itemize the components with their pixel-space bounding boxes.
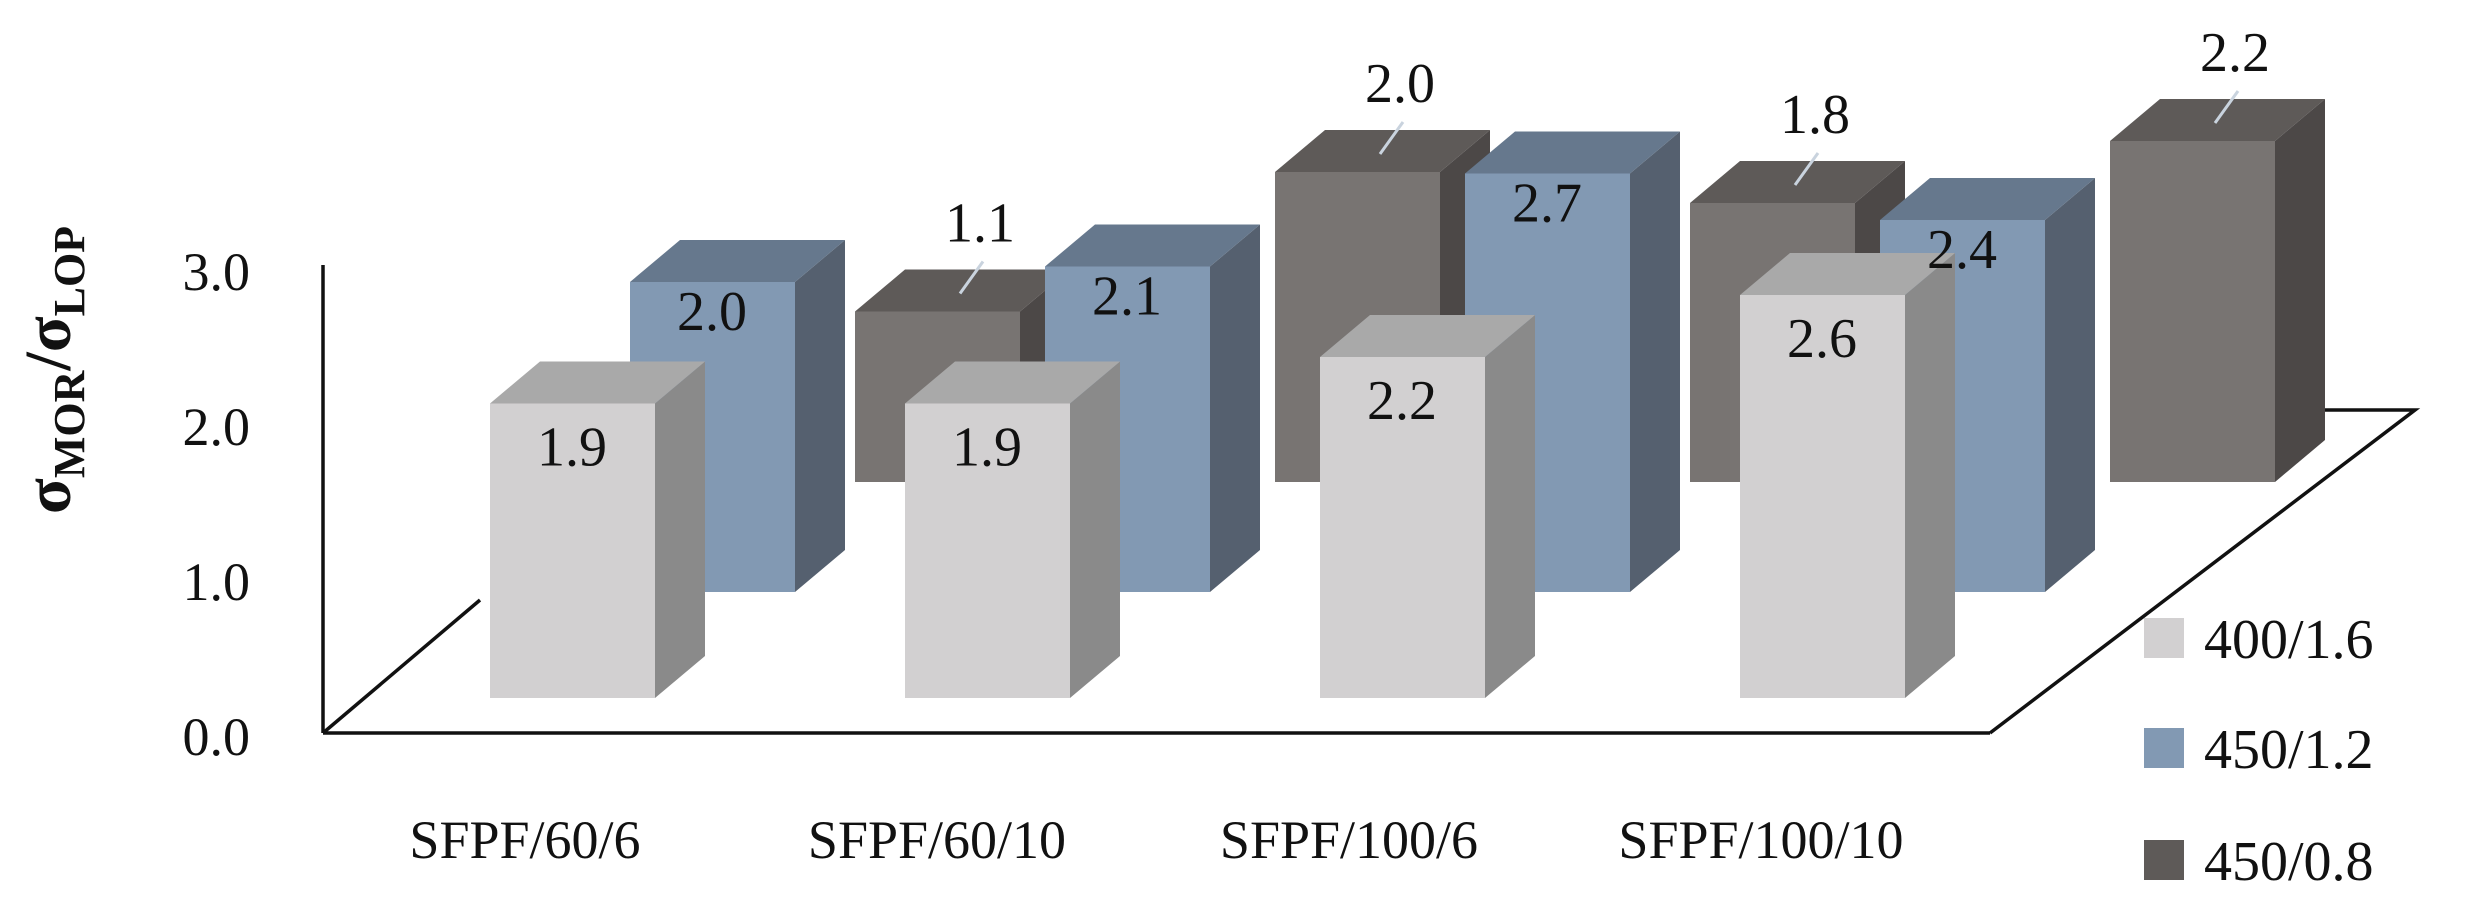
bar bbox=[1740, 253, 1955, 698]
data-label: 1.9 bbox=[952, 417, 1022, 479]
bar-front bbox=[1740, 295, 1905, 698]
bar-side bbox=[795, 240, 845, 592]
data-label: 2.7 bbox=[1512, 173, 1582, 235]
bar-side bbox=[2275, 99, 2325, 482]
bar-top bbox=[1465, 131, 1680, 174]
y-axis-label-base-2: σ bbox=[12, 316, 85, 352]
bars-layer bbox=[490, 99, 2325, 698]
x-category-label: SFPF/100/10 bbox=[1618, 810, 1903, 870]
bar-side bbox=[1630, 131, 1680, 592]
bar-side bbox=[1210, 224, 1260, 592]
y-tick-label: 3.0 bbox=[183, 242, 251, 302]
data-label: 2.6 bbox=[1787, 308, 1857, 370]
bar-top bbox=[905, 361, 1120, 404]
bar-front bbox=[905, 403, 1070, 698]
y-axis-label: σMOR/σLOP bbox=[12, 226, 94, 514]
bar bbox=[1320, 315, 1535, 698]
data-label: 2.2 bbox=[2200, 22, 2270, 84]
data-label: 2.1 bbox=[1092, 266, 1162, 328]
bar bbox=[905, 361, 1120, 698]
bar bbox=[1465, 131, 1680, 592]
bar-side bbox=[1485, 315, 1535, 698]
bar-top bbox=[630, 240, 845, 282]
bar-side bbox=[2045, 178, 2095, 592]
y-tick-label: 1.0 bbox=[183, 552, 251, 612]
legend-swatch bbox=[2144, 840, 2184, 880]
bar-top bbox=[1740, 253, 1955, 295]
data-label: 1.9 bbox=[537, 417, 607, 479]
bar-side bbox=[655, 361, 705, 698]
y-axis-label-sub-2: LOP bbox=[45, 226, 94, 316]
y-axis-label-sep: / bbox=[12, 351, 85, 372]
legend-label: 450/1.2 bbox=[2204, 719, 2374, 781]
x-category-label: SFPF/60/6 bbox=[409, 810, 640, 870]
bar-front bbox=[2110, 141, 2275, 482]
legend: 400/1.6 450/1.2 450/0.8 bbox=[2144, 609, 2374, 893]
bar bbox=[2110, 99, 2325, 482]
data-label: 1.8 bbox=[1780, 84, 1850, 146]
bar-top bbox=[1880, 178, 2095, 220]
bar bbox=[490, 361, 705, 698]
bar-top bbox=[490, 361, 705, 404]
data-label: 1.1 bbox=[945, 193, 1015, 255]
y-tick-label: 2.0 bbox=[183, 397, 251, 457]
bar-side bbox=[1070, 361, 1120, 698]
legend-label: 400/1.6 bbox=[2204, 609, 2374, 671]
bar-front bbox=[490, 403, 655, 698]
bar-top bbox=[1045, 224, 1260, 267]
label-leader-line bbox=[1793, 152, 1820, 186]
bar-top bbox=[1320, 315, 1535, 357]
legend-label: 450/0.8 bbox=[2204, 831, 2374, 893]
data-label: 2.2 bbox=[1367, 370, 1437, 432]
label-leader-line bbox=[2213, 90, 2240, 124]
x-category-label: SFPF/60/10 bbox=[808, 810, 1066, 870]
y-axis-label-base-1: σ bbox=[12, 478, 85, 514]
label-leader-line bbox=[1378, 121, 1405, 155]
label-leader-line bbox=[958, 260, 985, 295]
x-category-label: SFPF/100/6 bbox=[1220, 810, 1478, 870]
y-tick-label: 0.0 bbox=[183, 707, 251, 767]
data-label: 2.0 bbox=[1365, 53, 1435, 115]
data-label: 2.0 bbox=[677, 281, 747, 343]
value-labels-layer: 1.1 2.0 1.8 2.2 2.0 2.1 2.7 2.4 1.9 1.9 2.2 2.6 bbox=[537, 22, 2270, 479]
floor-left-edge bbox=[321, 598, 482, 735]
legend-swatch bbox=[2144, 728, 2184, 768]
bar-side bbox=[1905, 253, 1955, 698]
y-axis-label-sub-1: MOR bbox=[45, 369, 94, 478]
bar-front bbox=[1320, 357, 1485, 698]
legend-swatch bbox=[2144, 618, 2184, 658]
data-label: 2.4 bbox=[1927, 219, 1997, 281]
